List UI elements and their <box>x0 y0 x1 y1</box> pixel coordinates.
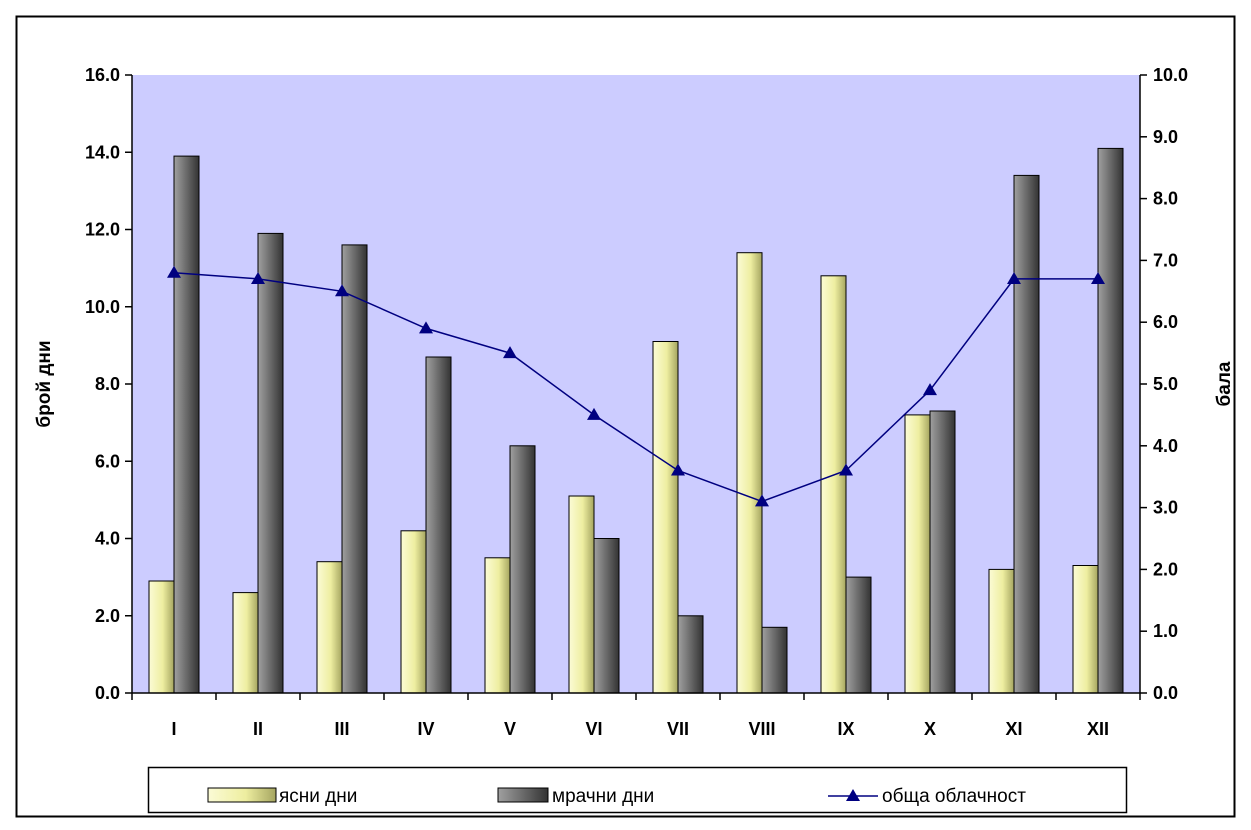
bar-overcast-days-I <box>173 155 200 694</box>
x-tick-label: III <box>334 719 349 739</box>
x-tick-label: VI <box>585 719 602 739</box>
y-tick-label-right: 8.0 <box>1153 189 1178 209</box>
bar-clear-days-VIII <box>736 252 763 694</box>
y-axis-title-right: бала <box>1214 361 1235 406</box>
y-tick-label-right: 4.0 <box>1153 436 1178 456</box>
x-tick-label: IV <box>417 719 434 739</box>
y-tick-label-left: 4.0 <box>95 529 120 549</box>
bar-clear-days-I <box>148 580 175 694</box>
legend-box <box>147 766 1128 814</box>
bar-overcast-days-IV <box>425 356 452 694</box>
bar-clear-days-V <box>484 557 511 694</box>
y-tick-label-left: 8.0 <box>95 374 120 394</box>
y-tick-label-left: 10.0 <box>85 297 120 317</box>
y-tick-label-right: 5.0 <box>1153 374 1178 394</box>
bar-overcast-days-XI <box>1013 174 1040 694</box>
x-tick-label: X <box>924 719 936 739</box>
bar-clear-days-XII <box>1072 565 1099 694</box>
bar-clear-days-IX <box>820 275 847 694</box>
y-tick-label-left: 16.0 <box>85 65 120 85</box>
marker-cloudiness-VII <box>671 463 685 476</box>
axes-layer: 0.0 2.0 4.0 6.0 8.0 10.0 12.0 14.0 16.0 0.0 1.0 2.0… <box>85 65 1188 739</box>
bar-overcast-days-VIII <box>761 626 788 694</box>
y-tick-label-left: 2.0 <box>95 606 120 626</box>
marker-cloudiness-XII <box>1091 271 1105 284</box>
bar-overcast-days-VI <box>593 538 620 694</box>
y-tick-label-left: 0.0 <box>95 683 120 703</box>
y-tick-label-right: 9.0 <box>1153 127 1178 147</box>
x-tick-label: VII <box>667 719 689 739</box>
x-tick-label: IX <box>837 719 854 739</box>
legend-marker-cloudiness <box>846 789 860 801</box>
bar-clear-days-VI <box>568 495 595 694</box>
y-tick-label-right: 7.0 <box>1153 250 1178 270</box>
bar-clear-days-III <box>316 561 343 694</box>
plot-area <box>132 75 1140 693</box>
y-tick-label-right: 3.0 <box>1153 498 1178 518</box>
bar-clear-days-VII <box>652 341 679 694</box>
marker-cloudiness-III <box>335 284 349 297</box>
legend-label-clear-days: ясни дни <box>279 786 357 807</box>
legend-swatch-overcast-days <box>497 787 549 803</box>
y-tick-label-left: 14.0 <box>85 142 120 162</box>
y-tick-label-right: 0.0 <box>1153 683 1178 703</box>
marker-cloudiness-I <box>167 265 181 278</box>
marker-cloudiness-IV <box>419 321 433 334</box>
legend-label-cloudiness: обща облачност <box>882 786 1026 807</box>
line-layer <box>167 265 1105 507</box>
bar-overcast-days-XII <box>1097 147 1124 694</box>
bar-overcast-days-II <box>257 232 284 694</box>
marker-cloudiness-VIII <box>755 494 769 507</box>
y-tick-label-left: 6.0 <box>95 451 120 471</box>
marker-cloudiness-VI <box>587 407 601 420</box>
bar-clear-days-IV <box>400 530 427 694</box>
bar-clear-days-X <box>904 414 931 694</box>
bar-clear-days-XI <box>988 568 1015 694</box>
bar-clear-days-II <box>232 592 259 694</box>
line-cloudiness <box>173 272 1098 503</box>
marker-cloudiness-IX <box>839 463 853 476</box>
y-tick-label-right: 10.0 <box>1153 65 1188 85</box>
legend: ясни дни мрачни дни обща облачност <box>147 766 1128 814</box>
marker-cloudiness-X <box>923 383 937 396</box>
legend-swatch-clear-days <box>207 787 277 803</box>
bar-overcast-days-V <box>509 445 536 694</box>
x-tick-label: V <box>504 719 516 739</box>
x-tick-label: XI <box>1005 719 1022 739</box>
legend-label-overcast-days: мрачни дни <box>552 786 654 807</box>
bar-overcast-days-III <box>341 244 368 694</box>
x-tick-label: VIII <box>748 719 775 739</box>
marker-cloudiness-II <box>251 271 265 284</box>
y-tick-label-right: 2.0 <box>1153 559 1178 579</box>
x-tick-label: II <box>253 719 263 739</box>
bar-overcast-days-IX <box>845 576 872 694</box>
x-tick-label: I <box>171 719 176 739</box>
y-axis-title-left: брой дни <box>34 340 55 427</box>
bar-overcast-days-VII <box>677 615 704 694</box>
y-tick-label-left: 12.0 <box>85 220 120 240</box>
x-tick-label: XII <box>1087 719 1109 739</box>
bars-layer <box>148 147 1124 694</box>
y-tick-label-right: 1.0 <box>1153 621 1178 641</box>
y-tick-label-right: 6.0 <box>1153 312 1178 332</box>
marker-cloudiness-V <box>503 346 517 359</box>
bar-overcast-days-X <box>929 410 956 694</box>
marker-cloudiness-XI <box>1007 271 1021 284</box>
